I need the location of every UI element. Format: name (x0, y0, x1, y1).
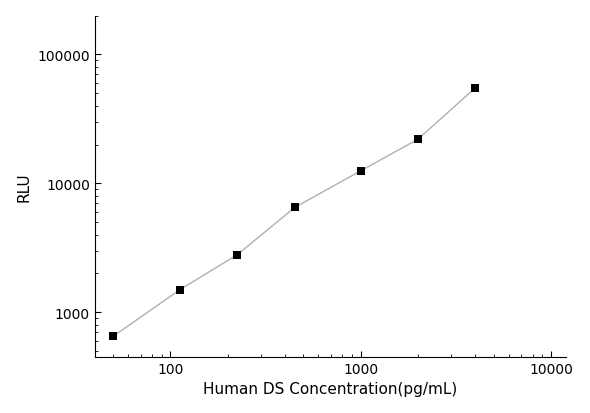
Point (413, 137, 422, 143)
Point (290, 205, 299, 211)
Point (175, 287, 185, 293)
Point (232, 252, 242, 258)
Point (470, 85, 480, 92)
Y-axis label: RLU: RLU (17, 172, 32, 202)
X-axis label: Human DS Concentration(pg/mL): Human DS Concentration(pg/mL) (203, 382, 457, 396)
Point (356, 168, 365, 175)
Point (109, 333, 118, 340)
